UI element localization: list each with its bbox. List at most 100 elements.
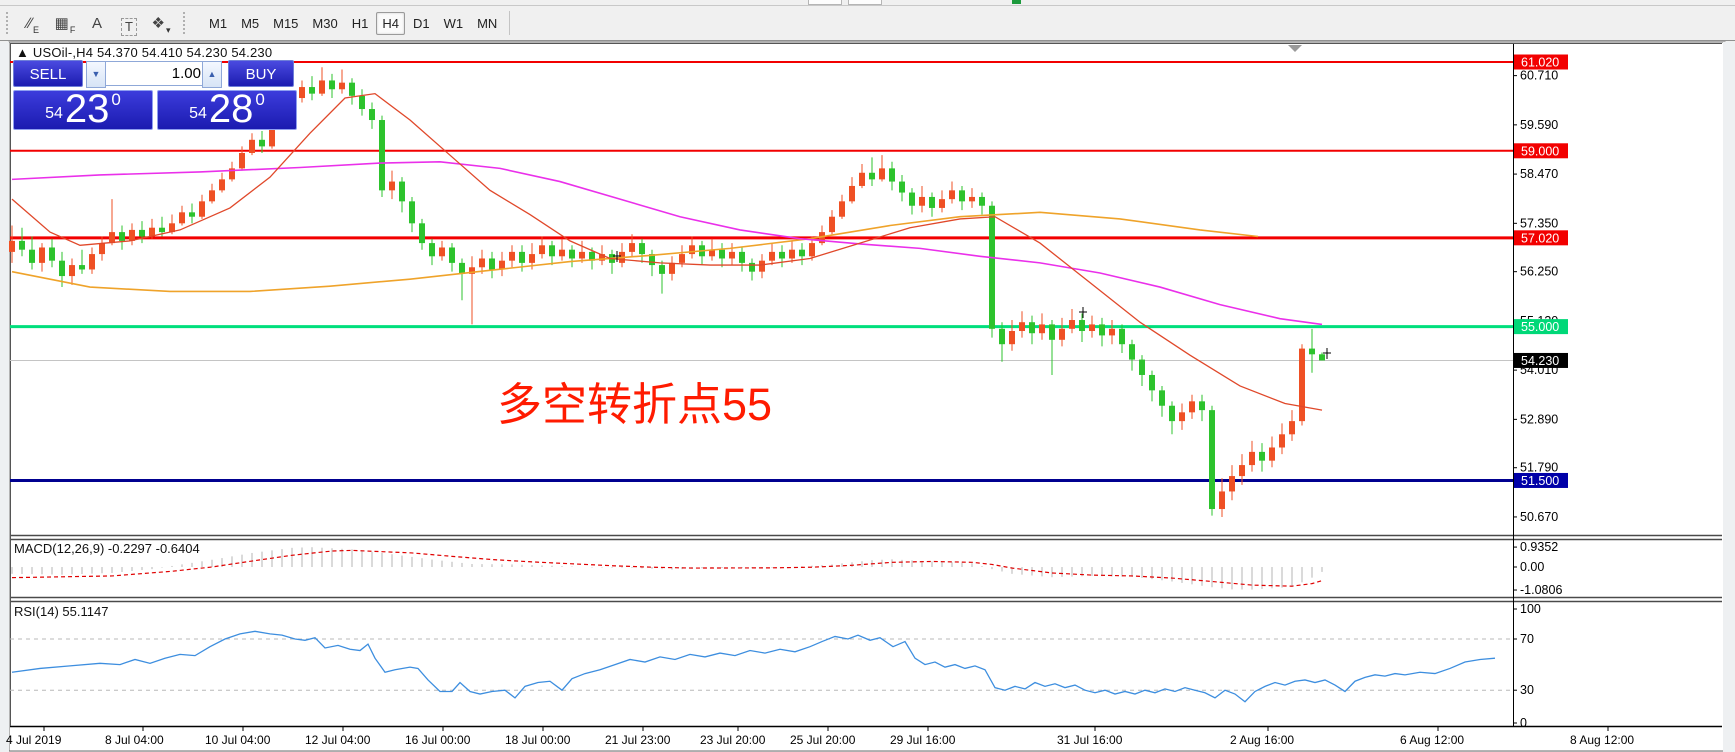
candle-body[interactable] [309,87,315,94]
candle-body[interactable] [139,229,145,237]
candle-body[interactable] [1089,324,1095,332]
candle-body[interactable] [1039,324,1045,334]
candle-body[interactable] [1149,374,1155,391]
timeframe-button-M30[interactable]: M30 [306,12,343,35]
candle-body[interactable] [729,251,735,259]
candle-body[interactable] [109,232,115,244]
candle-body[interactable] [369,109,375,121]
candle-body[interactable] [1289,421,1295,435]
candle-body[interactable] [349,82,355,96]
candle-body[interactable] [9,240,15,252]
candle-body[interactable] [839,201,845,217]
candle-body[interactable] [319,80,325,94]
candle-body[interactable] [569,249,575,259]
candle-body[interactable] [1119,328,1125,345]
candle-body[interactable] [999,328,1005,345]
timeframe-button-H1[interactable]: H1 [346,12,375,35]
candle-body[interactable] [1019,322,1025,332]
candle-body[interactable] [689,245,695,255]
candle-body[interactable] [389,181,395,191]
candle-body[interactable] [379,120,385,191]
candle-body[interactable] [909,192,915,206]
candle-body[interactable] [1179,412,1185,422]
candle-body[interactable] [329,80,335,90]
candle-body[interactable] [529,254,535,263]
candle-body[interactable] [1259,451,1265,461]
candle-body[interactable] [789,249,795,259]
candle-body[interactable] [19,240,25,250]
rsi-line[interactable] [11,630,1496,703]
candle-body[interactable] [469,267,475,274]
candle-body[interactable] [1049,324,1055,340]
candle-body[interactable] [1139,359,1145,375]
price-badge[interactable] [1514,230,1568,246]
timeframe-button-D1[interactable]: D1 [407,12,436,35]
candle-body[interactable] [1309,348,1315,355]
candle-body[interactable] [449,247,455,263]
candle-body[interactable] [1269,447,1275,461]
candle-body[interactable] [979,196,985,206]
buy-price-panel[interactable]: 54 28 0 [157,89,297,130]
ma-mid-magenta-line[interactable] [11,160,1323,326]
candle-body[interactable] [409,201,415,224]
candle-body[interactable] [859,172,865,186]
candle-body[interactable] [1239,465,1245,477]
candle-body[interactable] [929,196,935,208]
candle-body[interactable] [719,249,725,259]
candle-body[interactable] [599,254,605,261]
candle-body[interactable] [949,190,955,200]
candle-body[interactable] [429,243,435,257]
candle-body[interactable] [119,232,125,241]
candle-body[interactable] [399,181,405,202]
candle-body[interactable] [799,249,805,257]
candle-body[interactable] [259,139,265,147]
candle-body[interactable] [499,260,505,270]
candle-body[interactable] [509,251,515,261]
candle-body[interactable] [559,249,565,257]
candle-body[interactable] [649,254,655,266]
candle-body[interactable] [1109,328,1115,336]
candle-body[interactable] [229,168,235,180]
sell-price-panel[interactable]: 54 23 0 [13,89,153,130]
price-badge[interactable] [1514,54,1568,70]
candle-body[interactable] [849,185,855,202]
candle-body[interactable] [39,247,45,263]
volume-input[interactable] [105,61,207,86]
volume-up-button[interactable]: ▲ [202,61,222,88]
chart-shift-marker[interactable] [1288,45,1302,52]
candle-body[interactable] [29,249,35,263]
candle-body[interactable] [629,243,635,252]
text-icon[interactable]: A [81,9,113,37]
candle-body[interactable] [419,223,425,244]
ma-slow-orange-line[interactable] [11,211,1259,293]
candle-body[interactable] [829,216,835,233]
ma-fast-red-line[interactable] [11,92,1323,411]
candle-body[interactable] [759,260,765,272]
candle-body[interactable] [1229,476,1235,492]
candle-body[interactable] [439,247,445,257]
candle-body[interactable] [1189,401,1195,413]
candle-body[interactable] [709,249,715,257]
toolbar-drag-handle[interactable] [6,12,13,34]
candle-body[interactable] [779,251,785,259]
candle-body[interactable] [659,265,665,274]
price-badge[interactable] [1514,319,1568,335]
candle-body[interactable] [199,201,205,217]
timeframe-button-MN[interactable]: MN [471,12,503,35]
macd-signal-line[interactable] [11,549,1323,587]
candle-body[interactable] [69,265,75,277]
candle-body[interactable] [1209,410,1215,510]
timeframe-button-M5[interactable]: M5 [235,12,265,35]
candle-body[interactable] [679,254,685,263]
candle-body[interactable] [959,190,965,202]
candle-body[interactable] [339,82,345,90]
candle-body[interactable] [1199,401,1205,411]
candle-body[interactable] [89,254,95,270]
candle-body[interactable] [519,251,525,263]
candle-body[interactable] [479,258,485,268]
candle-body[interactable] [809,243,815,257]
timeframe-button-H4[interactable]: H4 [376,11,405,35]
candle-body[interactable] [269,126,275,147]
candle-body[interactable] [359,95,365,110]
